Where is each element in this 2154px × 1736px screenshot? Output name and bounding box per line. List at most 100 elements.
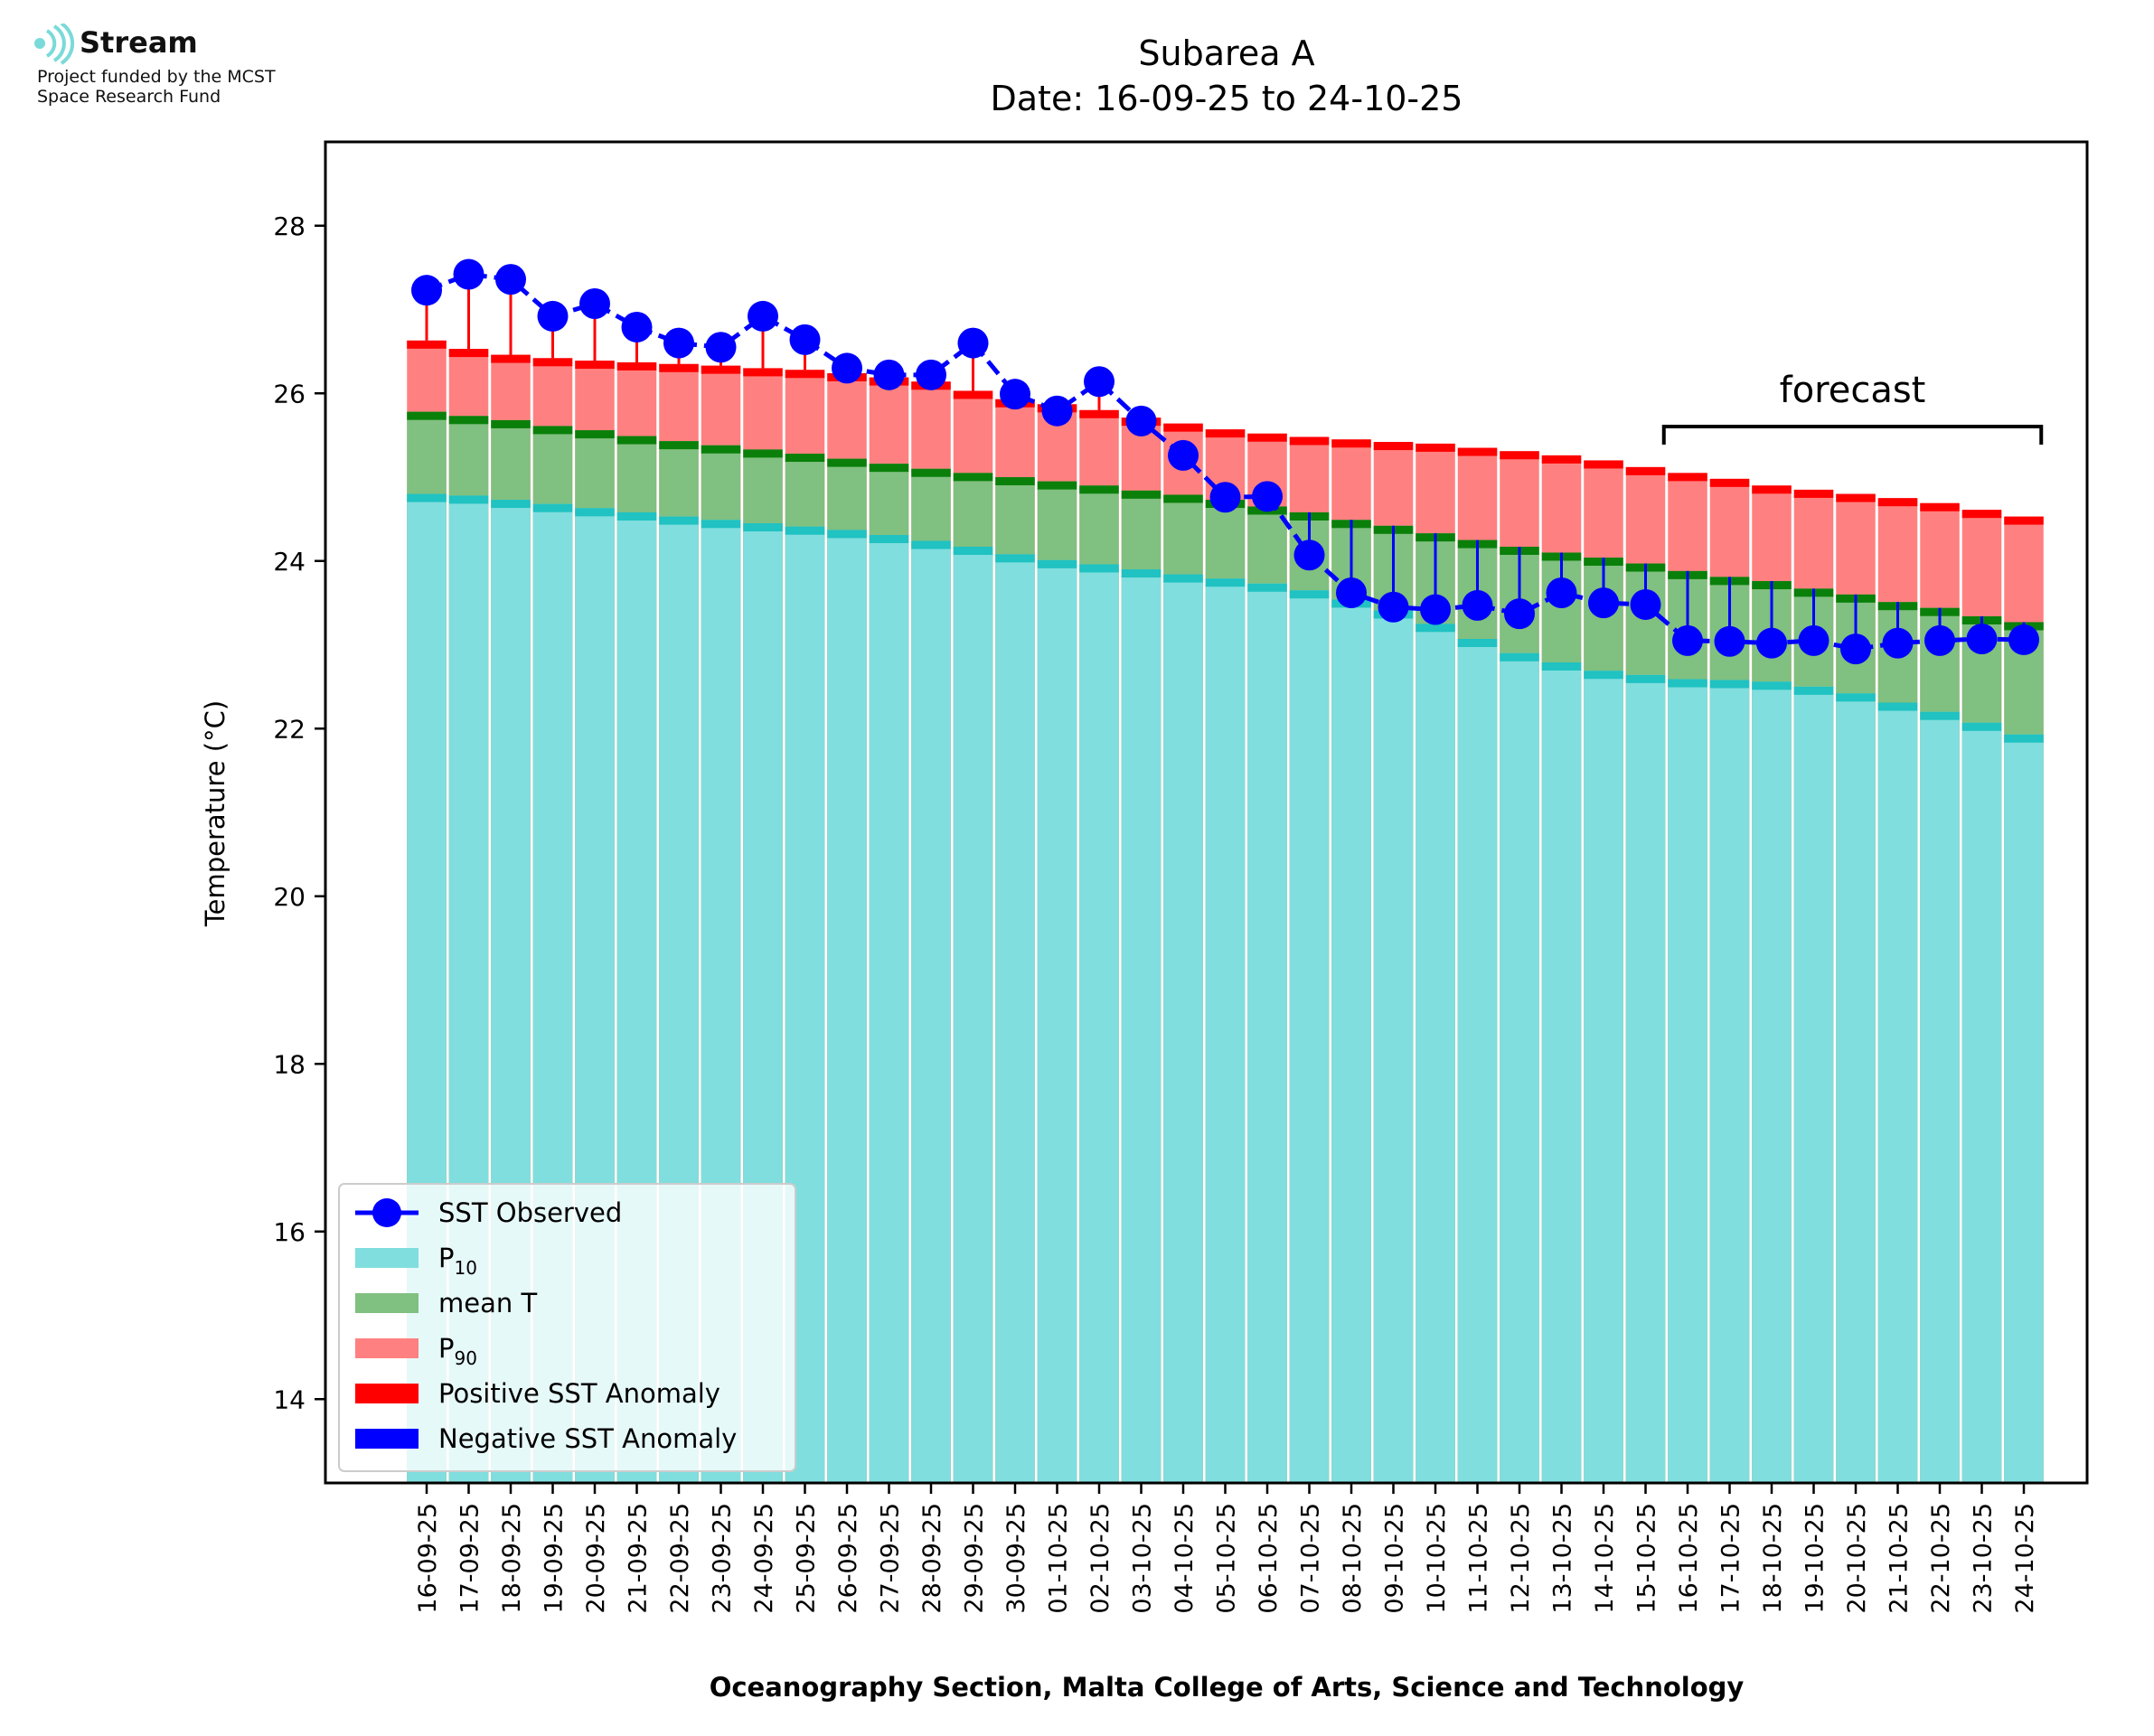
- p10-cap: [1037, 559, 1077, 568]
- mean-cap: [911, 468, 951, 477]
- p90-cap: [1289, 436, 1330, 446]
- p10-bar: [1920, 711, 1960, 1483]
- observed-point: [1125, 405, 1157, 436]
- observed-point: [1041, 395, 1073, 427]
- p90-cap: [1961, 510, 2002, 519]
- p10-cap: [1836, 693, 1876, 702]
- p10-cap: [1877, 702, 1918, 711]
- x-tick-label: 19-10-25: [1801, 1503, 1829, 1614]
- p10-cap: [1205, 578, 1246, 587]
- legend-subscript: 10: [455, 1257, 477, 1279]
- x-tick-label: 07-10-25: [1297, 1503, 1325, 1614]
- p10-cap: [1163, 574, 1203, 583]
- p90-cap: [1416, 443, 1455, 452]
- x-tick-label: 24-09-25: [750, 1503, 778, 1614]
- p10-bar: [1079, 564, 1119, 1483]
- p90-cap: [1079, 409, 1119, 418]
- mean-cap: [448, 416, 489, 425]
- p10-cap: [448, 495, 489, 504]
- legend-label: SST Observed: [438, 1197, 622, 1228]
- p10-bar: [1625, 674, 1666, 1483]
- p10-bar: [827, 530, 867, 1483]
- p90-cap: [1331, 439, 1371, 448]
- p90-cap: [407, 340, 447, 349]
- y-axis: 14 16 18 20 22 24 26 28: [273, 211, 325, 1414]
- p10-bar: [1793, 686, 1834, 1483]
- p90-cap: [1541, 455, 1582, 464]
- p10-bar: [1961, 722, 2002, 1483]
- p10-cap: [491, 500, 531, 509]
- x-tick-label: 27-09-25: [877, 1503, 905, 1614]
- x-tick-label: 29-09-25: [961, 1503, 989, 1614]
- mean-cap: [953, 473, 993, 482]
- p10-cap: [532, 503, 573, 512]
- x-axis: 16-09-25 17-09-25 18-09-25 19-09-25 20-09-25…: [414, 1483, 2039, 1614]
- x-tick-label: 22-10-25: [1927, 1503, 1955, 1614]
- p10-bar: [1584, 671, 1623, 1483]
- p10-bar: [869, 534, 909, 1483]
- y-tick-label: 22: [273, 714, 306, 744]
- mean-cap: [1079, 485, 1119, 494]
- p90-cap: [1163, 423, 1203, 432]
- x-tick-label: 20-10-25: [1843, 1503, 1871, 1614]
- p10-bar: [1668, 679, 1707, 1483]
- p10-cap: [1457, 639, 1498, 648]
- x-tick-label: 17-09-25: [456, 1503, 484, 1614]
- mean-cap: [1163, 494, 1203, 503]
- p10-cap: [827, 530, 867, 539]
- x-tick-label: 06-10-25: [1255, 1503, 1283, 1614]
- mean-cap: [532, 426, 573, 435]
- p10-cap: [1584, 671, 1623, 680]
- x-tick-label: 18-09-25: [498, 1503, 526, 1614]
- p10-bar: [1289, 590, 1330, 1483]
- p10-bar: [1037, 559, 1077, 1483]
- p90-cap: [659, 363, 699, 372]
- observed-point: [916, 359, 946, 390]
- p10-cap: [1961, 722, 2002, 731]
- forecast-label: forecast: [1780, 370, 1926, 411]
- mean-cap: [1037, 481, 1077, 490]
- logo-title: Stream: [80, 25, 198, 60]
- observed-point: [1588, 587, 1619, 619]
- p10-cap: [1289, 590, 1330, 599]
- observed-point: [1336, 577, 1367, 608]
- p10-bar: [1163, 574, 1203, 1483]
- p90-cap: [1457, 447, 1498, 456]
- x-tick-label: 21-10-25: [1886, 1503, 1914, 1614]
- x-tick-label: 13-10-25: [1549, 1503, 1577, 1614]
- p90-cap: [743, 368, 783, 377]
- observed-point: [1756, 627, 1787, 659]
- x-tick-label: 11-10-25: [1465, 1503, 1493, 1614]
- observed-point: [1462, 589, 1493, 621]
- p90-cap: [1709, 478, 1750, 487]
- p10-bar: [1247, 583, 1287, 1483]
- mean-cap: [869, 464, 909, 473]
- p10-bar: [1121, 569, 1162, 1483]
- y-tick-label: 16: [273, 1217, 306, 1247]
- p90-cap: [616, 361, 657, 371]
- p90-cap: [448, 349, 489, 358]
- p10-cap: [911, 540, 951, 549]
- y-tick-label: 20: [273, 882, 306, 912]
- p90-cap: [532, 358, 573, 367]
- x-tick-label: 28-09-25: [918, 1503, 946, 1614]
- p90-cap: [953, 390, 993, 399]
- p10-cap: [1920, 711, 1960, 720]
- mean-cap: [743, 449, 783, 458]
- observed-point: [1084, 366, 1115, 398]
- observed-point: [1966, 624, 1998, 655]
- observed-point: [1714, 625, 1745, 657]
- mean-cap: [491, 419, 531, 428]
- legend-swatch-neg: [355, 1429, 419, 1449]
- observed-point: [1798, 624, 1829, 656]
- observed-point: [1630, 588, 1661, 620]
- x-tick-label: 22-09-25: [666, 1503, 694, 1614]
- legend-marker-observed: [372, 1198, 401, 1227]
- y-tick-label: 28: [273, 211, 306, 241]
- stream-logo-icon: [34, 23, 75, 65]
- observed-point: [1168, 439, 1199, 471]
- observed-point: [411, 275, 442, 306]
- p10-cap: [995, 554, 1035, 563]
- forecast-bracket: forecast: [1661, 370, 2044, 445]
- y-axis-label: Temperature (°C): [200, 700, 230, 927]
